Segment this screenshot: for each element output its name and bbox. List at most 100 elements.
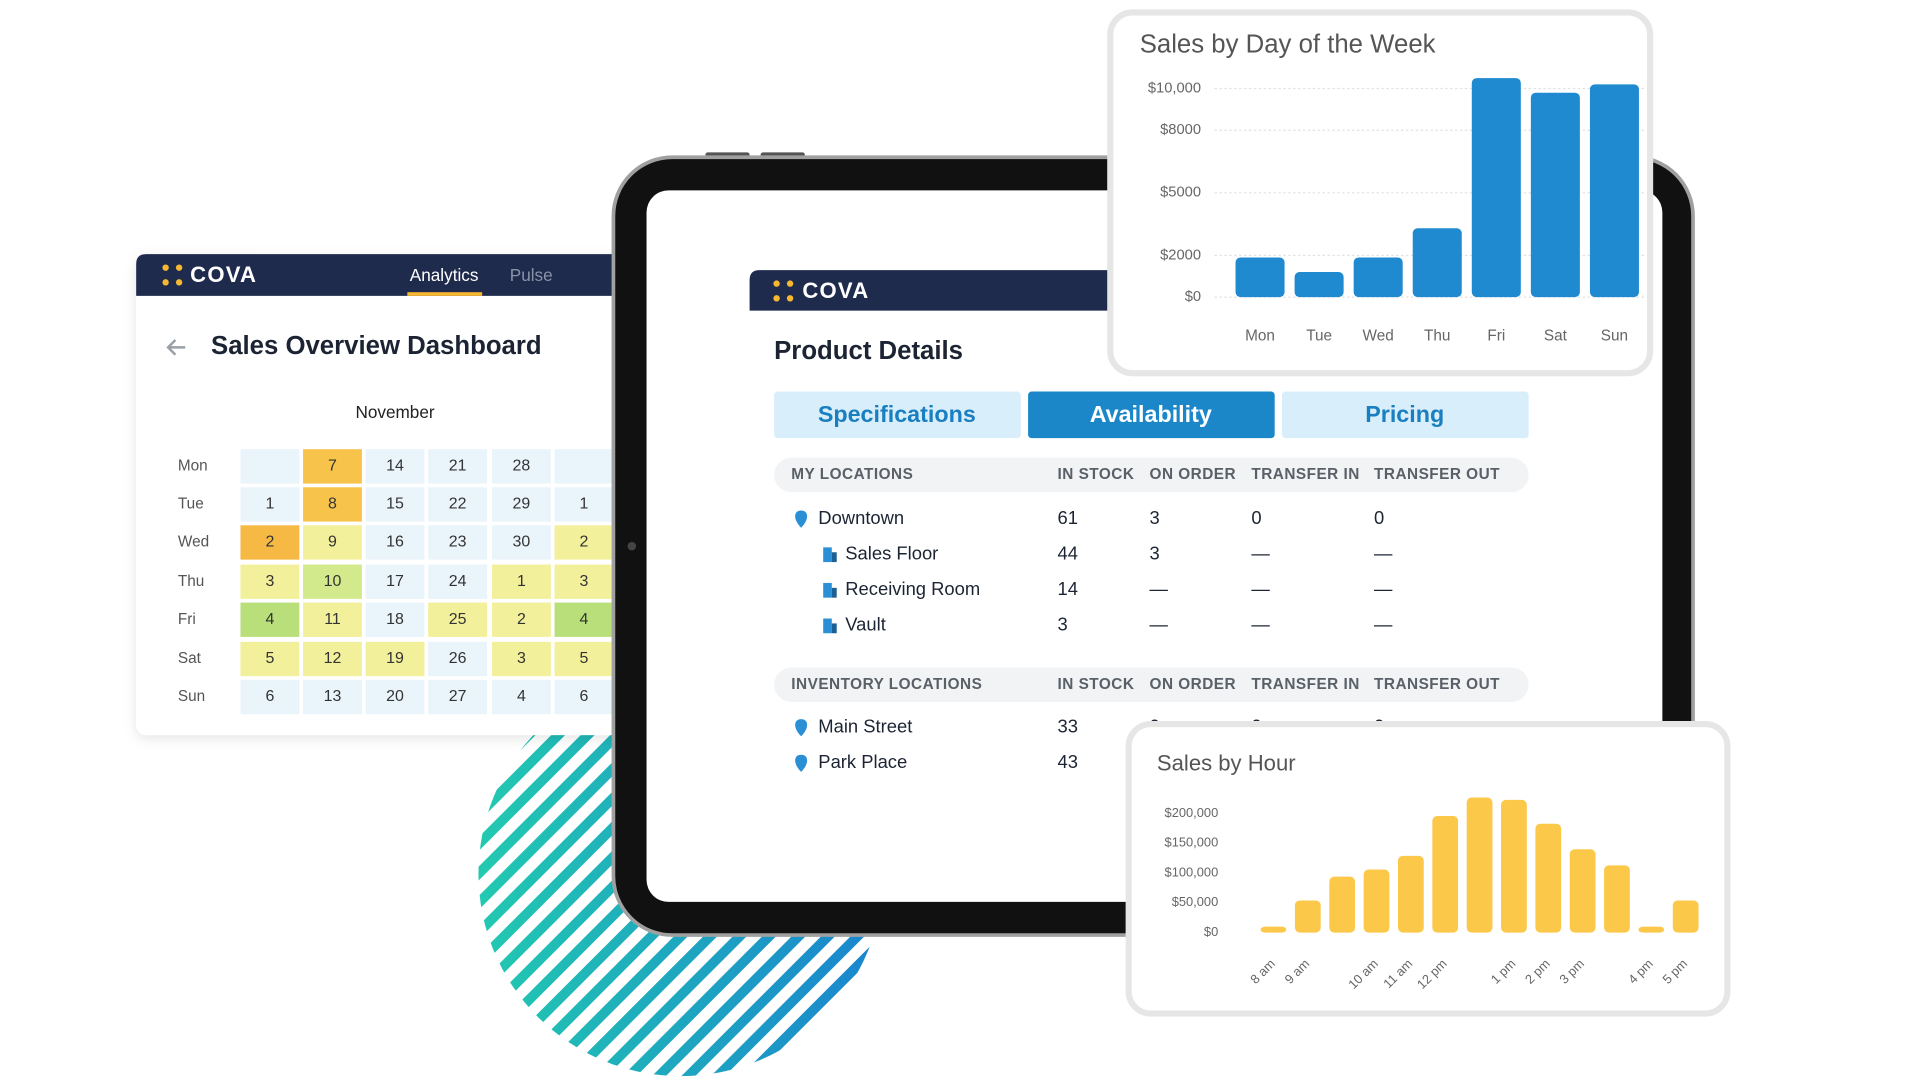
cell: 43 xyxy=(1058,751,1078,772)
y-tick-label: $5000 xyxy=(1160,185,1201,201)
logo-text: COVA xyxy=(190,262,257,287)
chart-card: Sales by Day of the Week $0 $2000 $5000 $800… xyxy=(1107,9,1654,377)
bar xyxy=(1294,272,1344,298)
stripe xyxy=(478,671,884,1077)
bar xyxy=(1569,849,1596,933)
calendar-cell xyxy=(365,602,425,637)
calendar-day: 1 xyxy=(517,573,526,590)
logo-dot xyxy=(773,280,780,287)
logo-dot xyxy=(773,295,780,302)
chart-card: Sales by Hour $0 $50,000 $100,000 $150,000 $2… xyxy=(1125,720,1731,1017)
calendar-day: 25 xyxy=(449,611,467,628)
calendar-cell xyxy=(554,679,614,715)
calendar-cell xyxy=(303,641,362,677)
bar xyxy=(1530,92,1580,298)
tab-label[interactable]: Specifications xyxy=(818,401,976,427)
calendar-cell xyxy=(303,525,362,560)
calendar-cell xyxy=(303,679,362,715)
stripe xyxy=(478,671,884,1077)
x-tick-label: Tue xyxy=(1306,327,1332,344)
logo-dot xyxy=(162,264,169,271)
tab[interactable] xyxy=(774,391,1021,439)
calendar-day: 17 xyxy=(386,573,404,590)
location-name: Receiving Room xyxy=(845,578,980,599)
column-header: TRANSFER OUT xyxy=(1374,466,1500,483)
calendar-cell xyxy=(240,602,300,637)
bar xyxy=(1535,823,1562,933)
calendar-day: 1 xyxy=(580,496,589,513)
calendar-cell xyxy=(491,679,551,715)
cell: 14 xyxy=(1058,578,1078,599)
building-icon xyxy=(831,587,837,598)
bar xyxy=(1353,257,1403,298)
x-tick-label: Thu xyxy=(1424,327,1450,344)
bar xyxy=(1363,869,1390,933)
x-tick-label: Sun xyxy=(1601,327,1628,344)
calendar-cell xyxy=(428,449,488,484)
y-tick-label: $50,000 xyxy=(1172,894,1219,909)
bar xyxy=(1294,900,1321,933)
back-arrow[interactable] xyxy=(166,339,186,356)
stripe xyxy=(478,671,832,1077)
calendar-cell xyxy=(240,525,300,560)
building-icon xyxy=(831,623,837,634)
calendar-day: 5 xyxy=(265,650,274,667)
calendar-day: 4 xyxy=(580,611,589,628)
calendar-cell xyxy=(303,602,362,637)
calendar-cell xyxy=(365,525,425,560)
building-icon xyxy=(823,582,832,598)
cell: 0 xyxy=(1374,507,1384,528)
bar xyxy=(1412,228,1462,298)
calendar-cell xyxy=(365,564,425,599)
month-label: November xyxy=(355,402,434,422)
cell: 44 xyxy=(1058,543,1078,564)
camera xyxy=(627,541,637,551)
pin-icon xyxy=(795,510,808,528)
day-label: Thu xyxy=(178,573,204,590)
nav-item[interactable]: Analytics xyxy=(410,265,479,285)
bar xyxy=(1471,78,1521,298)
location-name: Vault xyxy=(845,614,886,635)
calendar-cell xyxy=(303,564,362,599)
bar xyxy=(1466,797,1493,933)
day-label: Sun xyxy=(178,688,205,705)
cell: — xyxy=(1251,543,1270,564)
tab[interactable] xyxy=(1282,391,1529,439)
calendar-day: 22 xyxy=(449,496,467,513)
calendar-day: 4 xyxy=(517,688,526,705)
day-label: Tue xyxy=(178,495,204,512)
calendar-day: 3 xyxy=(265,573,274,590)
cell: 61 xyxy=(1058,507,1078,528)
calendar-day: 27 xyxy=(449,688,467,705)
location-name: Downtown xyxy=(818,507,904,528)
calendar-day: 9 xyxy=(328,534,337,551)
tab-label[interactable]: Availability xyxy=(1090,401,1212,427)
x-tick-label: Fri xyxy=(1487,327,1505,344)
tab-label[interactable]: Pricing xyxy=(1365,401,1444,427)
calendar-cell xyxy=(365,679,425,715)
logo-dot xyxy=(175,279,183,286)
nav-underline xyxy=(407,292,483,296)
cell: 33 xyxy=(1058,716,1078,737)
bar xyxy=(1672,900,1699,933)
tab[interactable] xyxy=(1028,391,1275,439)
nav-item[interactable]: Pulse xyxy=(510,265,553,285)
building-icon xyxy=(831,552,837,563)
calendar-cell xyxy=(240,564,300,599)
location-name: Sales Floor xyxy=(845,543,938,564)
bar xyxy=(1260,926,1287,933)
stripe xyxy=(684,671,884,1077)
calendar-cell xyxy=(491,641,551,677)
calendar-day: 12 xyxy=(324,650,342,667)
cell: — xyxy=(1150,614,1169,635)
column-header: TRANSFER IN xyxy=(1251,466,1359,483)
logo: COVA xyxy=(773,278,868,303)
calendar-day: 21 xyxy=(449,458,467,475)
calendar-cell xyxy=(365,641,425,677)
y-tick-label: $200,000 xyxy=(1165,805,1219,820)
bar xyxy=(1501,799,1527,933)
calendar-day: 24 xyxy=(449,573,467,590)
calendar-cell xyxy=(491,525,551,560)
location-name: Park Place xyxy=(818,751,907,772)
calendar-day: 2 xyxy=(265,534,274,551)
